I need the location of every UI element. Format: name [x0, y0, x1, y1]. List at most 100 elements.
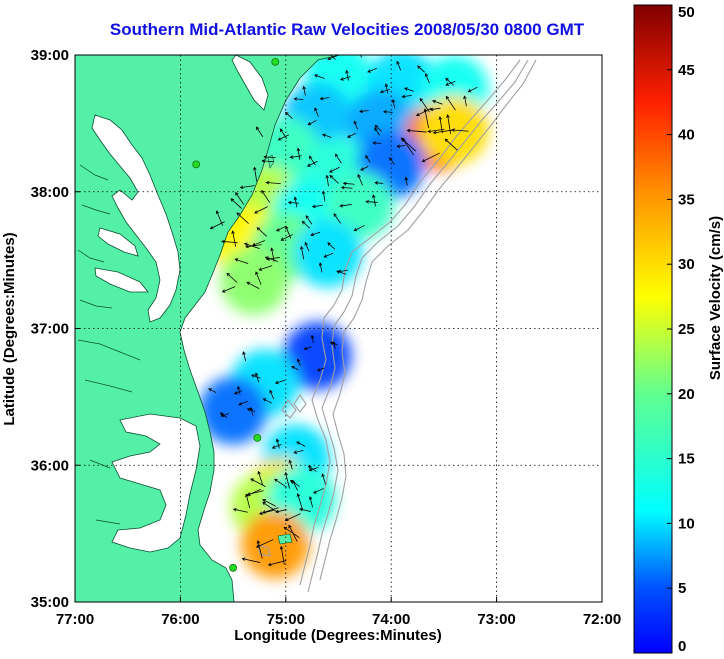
- current-vector: [365, 155, 371, 163]
- current-vector-head: [246, 408, 251, 412]
- x-tick-label: 77:00: [56, 611, 94, 628]
- colorbar-tick-label: 25: [678, 321, 695, 338]
- current-vector: [280, 234, 293, 241]
- current-vector-head: [279, 545, 284, 550]
- velocity-patch: [220, 246, 289, 315]
- current-vector-head: [276, 228, 280, 232]
- x-tick-label: 76:00: [161, 611, 199, 628]
- current-vector-head: [293, 196, 298, 201]
- current-vector: [269, 390, 275, 400]
- current-vector-head: [274, 380, 279, 385]
- current-vector-head: [230, 198, 235, 202]
- current-vector-head: [288, 459, 292, 464]
- current-vector: [262, 160, 274, 163]
- current-vector-head: [274, 478, 278, 483]
- current-vector: [288, 202, 299, 204]
- current-vector-head: [219, 412, 224, 416]
- current-vector: [283, 526, 300, 538]
- current-vector-head: [256, 227, 261, 231]
- current-vector: [264, 156, 276, 159]
- current-vector-head: [296, 441, 300, 445]
- current-vector-head: [243, 242, 248, 246]
- current-vector: [360, 166, 369, 171]
- current-vector-head: [221, 289, 226, 293]
- current-vector-head: [308, 496, 313, 500]
- current-vector: [290, 479, 300, 487]
- current-vector: [236, 212, 249, 224]
- current-vector-head: [209, 225, 214, 230]
- current-vector: [365, 201, 378, 203]
- stations: [192, 57, 280, 572]
- current-vector-head: [254, 372, 259, 377]
- current-vector-head: [340, 77, 344, 81]
- current-vector: [254, 206, 268, 214]
- current-vector-head: [303, 346, 308, 351]
- current-vector-head: [269, 389, 273, 394]
- current-vector-head: [310, 232, 314, 237]
- current-vector-head: [263, 155, 268, 159]
- current-vector-head: [340, 185, 345, 190]
- current-vector-head: [305, 215, 310, 219]
- current-vector: [402, 138, 414, 156]
- current-vector: [263, 398, 272, 404]
- current-vector-head: [310, 334, 315, 339]
- current-vector-head: [304, 241, 308, 246]
- current-vector: [256, 539, 274, 548]
- current-vector: [335, 153, 342, 164]
- current-vector-head: [254, 210, 258, 214]
- current-vector-head: [255, 126, 260, 131]
- colorbar-tick-label: 5: [678, 580, 686, 597]
- current-vector: [357, 174, 363, 186]
- x-tick-label: 72:00: [583, 611, 621, 628]
- current-vector-head: [288, 524, 292, 529]
- current-vector-head: [242, 351, 246, 355]
- current-vector-head: [333, 213, 337, 217]
- current-vector: [309, 155, 316, 166]
- current-vector-head: [339, 203, 344, 208]
- current-vector-head: [357, 173, 361, 178]
- current-vector-head: [383, 110, 387, 114]
- current-vector: [304, 242, 310, 252]
- current-vector-head: [365, 199, 369, 204]
- current-vector: [333, 213, 341, 224]
- current-vector: [338, 269, 349, 273]
- current-vector-head: [271, 445, 276, 449]
- current-vector: [255, 373, 260, 383]
- current-vector-head: [253, 166, 257, 171]
- current-vector: [289, 460, 293, 470]
- current-vector-head: [234, 258, 239, 262]
- current-vector: [307, 160, 318, 167]
- current-vector: [237, 386, 241, 395]
- current-vector: [314, 74, 325, 79]
- current-vector: [261, 190, 271, 203]
- current-vector: [250, 407, 254, 416]
- current-vector: [310, 231, 321, 236]
- current-vector: [341, 187, 353, 189]
- current-vector: [319, 262, 323, 273]
- current-vector-head: [329, 341, 334, 345]
- current-vector-head: [231, 230, 235, 235]
- current-vector: [210, 221, 225, 230]
- current-vector: [256, 126, 264, 137]
- current-vector: [372, 194, 376, 207]
- current-vector: [244, 243, 260, 249]
- current-vector: [397, 145, 406, 147]
- x-axis-label: Longitude (Degrees:Minutes): [234, 627, 442, 644]
- current-vector-head: [415, 112, 420, 117]
- y-tick-label: 39:00: [31, 47, 69, 64]
- colorbar-tick-label: 30: [678, 256, 695, 273]
- colorbar-tick-label: 0: [678, 638, 686, 655]
- current-vector-head: [404, 176, 409, 181]
- current-vector: [297, 358, 301, 367]
- colorbar-tick-label: 10: [678, 515, 695, 532]
- current-vector: [396, 61, 402, 71]
- velocity-patch: [199, 376, 268, 445]
- current-vector: [297, 493, 303, 510]
- current-vector-head: [239, 185, 244, 190]
- colorbar-ticks: 0 5 10 15 20 25 30 35 40 45 50: [667, 4, 695, 655]
- current-vector-head: [327, 242, 331, 246]
- current-vector: [221, 413, 230, 417]
- current-vector: [402, 94, 412, 98]
- current-vector: [304, 49, 313, 54]
